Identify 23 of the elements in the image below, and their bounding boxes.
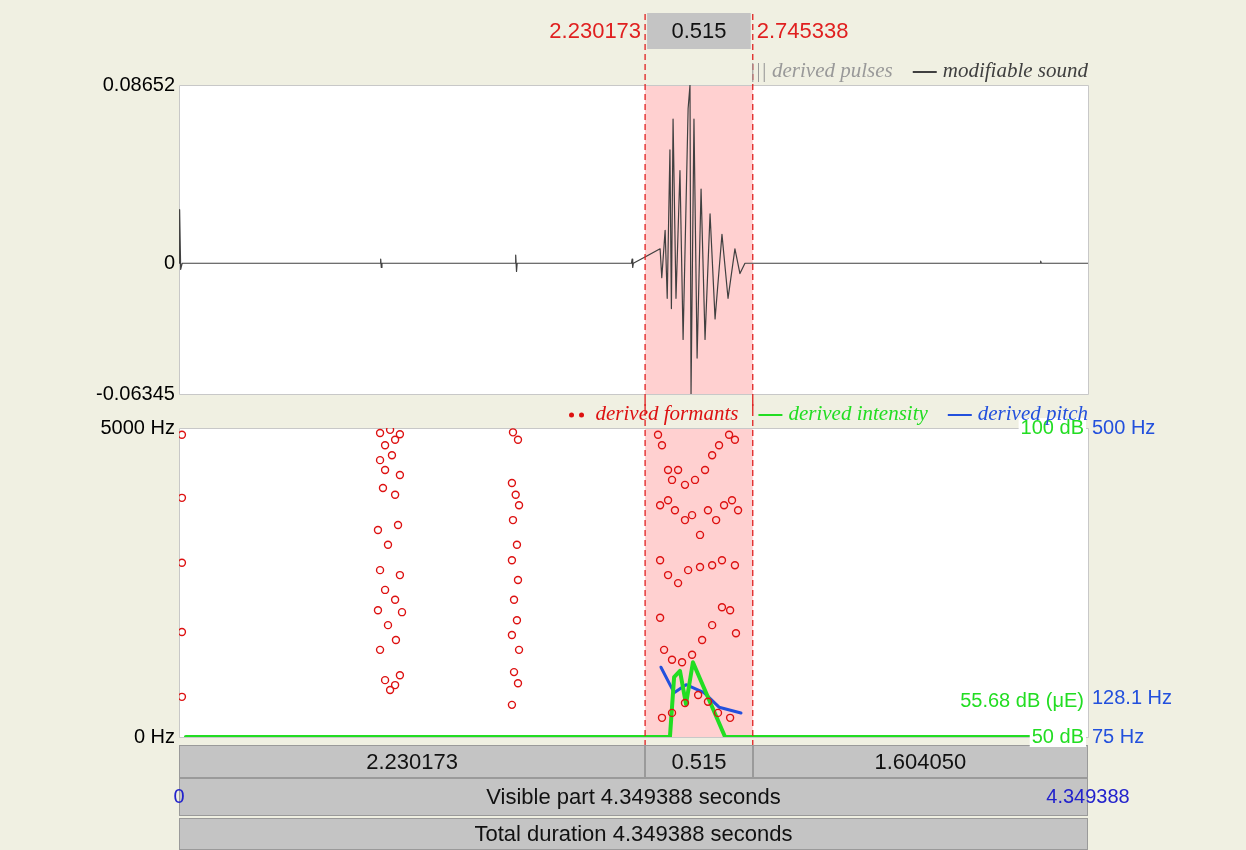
y3-tick-label: 128.1 Hz	[1092, 685, 1173, 708]
legend-label: derived formants	[595, 400, 739, 425]
legend-label: derived intensity	[788, 400, 929, 425]
text: 2.230173	[179, 745, 646, 778]
y-tick-label: 5000 Hz	[100, 415, 175, 438]
band-label: 0.515	[671, 18, 727, 44]
text: ||| derived pulses	[749, 57, 893, 82]
y2-tick-label: 50 dB	[1031, 724, 1084, 747]
y3-tick-label: 500 Hz	[1092, 415, 1156, 438]
legend-label: modifiable sound	[942, 57, 1089, 82]
y-tick-label: 0	[163, 250, 175, 273]
text: 1.604050	[752, 745, 1088, 778]
y-tick-label: 0.08652	[102, 72, 175, 95]
text: Visible part 4.349388 seconds	[486, 784, 781, 809]
ref-line-label: 2.745338	[756, 18, 849, 44]
ref-line-label: 2.230173	[549, 18, 642, 44]
band-label: 0.515	[645, 745, 753, 778]
y2-tick-label: 55.68 dB (μE)	[960, 689, 1084, 712]
x-tick-label: 4.349388	[1046, 784, 1130, 807]
y3-tick-label: 75 Hz	[1092, 724, 1145, 747]
y-tick-label: 0 Hz	[133, 724, 175, 747]
text: Total duration 4.349388 seconds	[179, 818, 1088, 850]
y-tick-label: -0.06345	[96, 381, 175, 404]
